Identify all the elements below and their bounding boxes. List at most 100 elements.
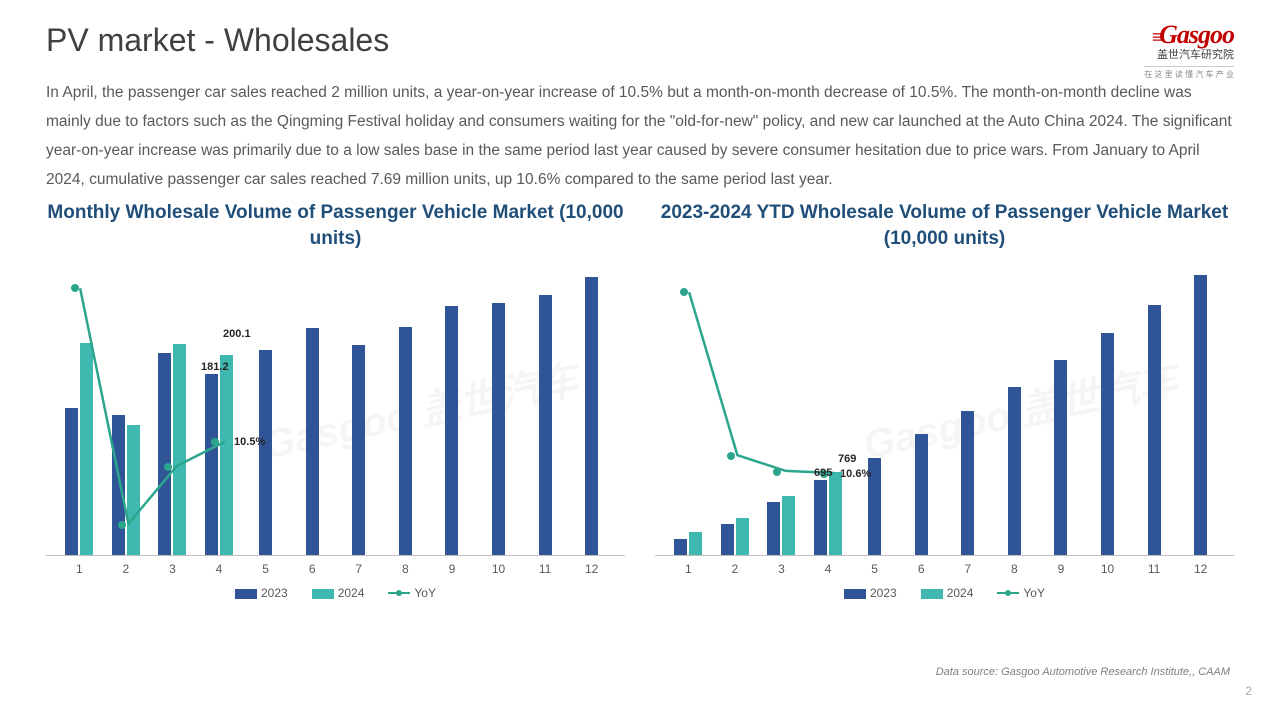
legend-item-2023: 2023 bbox=[235, 586, 288, 600]
chart-monthly: Monthly Wholesale Volume of Passenger Ve… bbox=[46, 200, 625, 600]
bar-2023 bbox=[205, 374, 218, 555]
data-label: 181.2 bbox=[201, 361, 229, 373]
data-label: 769 bbox=[838, 453, 856, 465]
bar-2023 bbox=[674, 539, 687, 555]
category-group bbox=[991, 266, 1038, 555]
data-source-note: Data source: Gasgoo Automotive Research … bbox=[936, 666, 1230, 678]
x-tick-label: 11 bbox=[522, 562, 569, 576]
x-tick-label: 5 bbox=[242, 562, 289, 576]
category-group bbox=[1038, 266, 1085, 555]
x-tick-label: 8 bbox=[991, 562, 1038, 576]
bar-2024 bbox=[127, 425, 140, 555]
category-group bbox=[712, 266, 759, 555]
chart-title: Monthly Wholesale Volume of Passenger Ve… bbox=[46, 200, 625, 252]
category-group bbox=[805, 266, 852, 555]
bar-2024 bbox=[80, 343, 93, 555]
x-tick-label: 9 bbox=[429, 562, 476, 576]
yoy-marker bbox=[118, 521, 126, 529]
category-group bbox=[382, 266, 429, 555]
category-group bbox=[1084, 266, 1131, 555]
x-tick-label: 12 bbox=[568, 562, 615, 576]
category-group bbox=[335, 266, 382, 555]
bar-2023 bbox=[399, 327, 412, 555]
bar-2023 bbox=[585, 277, 598, 555]
bar-2023 bbox=[1148, 305, 1161, 555]
data-label: 10.6% bbox=[840, 468, 871, 480]
bar-2024 bbox=[220, 355, 233, 555]
bar-2024 bbox=[829, 472, 842, 555]
legend-item-2023: 2023 bbox=[844, 586, 897, 600]
x-tick-label: 7 bbox=[335, 562, 382, 576]
x-tick-label: 10 bbox=[475, 562, 522, 576]
legend-item-yoy: YoY bbox=[997, 586, 1045, 600]
chart-title: 2023-2024 YTD Wholesale Volume of Passen… bbox=[655, 200, 1234, 252]
x-tick-label: 9 bbox=[1038, 562, 1085, 576]
x-tick-label: 3 bbox=[758, 562, 805, 576]
brand-logo: ≡Gasgoo 盖世汽车研究院 在 这 里 读 懂 汽 车 产 业 bbox=[1144, 20, 1234, 80]
data-label: 10.5% bbox=[234, 436, 265, 448]
x-tick-label: 7 bbox=[944, 562, 991, 576]
bar-2024 bbox=[782, 496, 795, 555]
data-label: 200.1 bbox=[223, 328, 251, 340]
data-label: 695 bbox=[814, 467, 832, 479]
bar-2023 bbox=[112, 415, 125, 555]
bar-2023 bbox=[492, 303, 505, 555]
x-tick-label: 10 bbox=[1084, 562, 1131, 576]
x-tick-label: 1 bbox=[665, 562, 712, 576]
category-group bbox=[898, 266, 945, 555]
x-tick-label: 2 bbox=[712, 562, 759, 576]
x-tick-label: 1 bbox=[56, 562, 103, 576]
chart-legend: 2023 2024 YoY bbox=[46, 586, 625, 600]
category-group bbox=[103, 266, 150, 555]
bar-2023 bbox=[306, 328, 319, 555]
x-axis: 123456789101112 bbox=[665, 562, 1224, 576]
category-group bbox=[242, 266, 289, 555]
x-tick-label: 3 bbox=[149, 562, 196, 576]
chart-plot-area: 181.2 200.1 10.5% bbox=[46, 266, 625, 556]
bar-2023 bbox=[1008, 387, 1021, 555]
category-group bbox=[522, 266, 569, 555]
bar-2023 bbox=[961, 411, 974, 555]
x-tick-label: 6 bbox=[289, 562, 336, 576]
x-tick-label: 11 bbox=[1131, 562, 1178, 576]
bar-2023 bbox=[158, 353, 171, 555]
x-axis: 123456789101112 bbox=[56, 562, 615, 576]
bar-2023 bbox=[539, 295, 552, 555]
category-group bbox=[1131, 266, 1178, 555]
category-group bbox=[944, 266, 991, 555]
category-group bbox=[851, 266, 898, 555]
x-tick-label: 5 bbox=[851, 562, 898, 576]
x-tick-label: 6 bbox=[898, 562, 945, 576]
page-title: PV market - Wholesales bbox=[46, 22, 389, 59]
category-group bbox=[758, 266, 805, 555]
summary-paragraph: In April, the passenger car sales reache… bbox=[46, 78, 1234, 194]
bar-2023 bbox=[1194, 275, 1207, 555]
category-group bbox=[196, 266, 243, 555]
category-group bbox=[56, 266, 103, 555]
category-group bbox=[475, 266, 522, 555]
bar-2023 bbox=[767, 502, 780, 555]
bar-2023 bbox=[915, 434, 928, 555]
x-tick-label: 8 bbox=[382, 562, 429, 576]
legend-item-yoy: YoY bbox=[388, 586, 436, 600]
bar-2023 bbox=[1101, 333, 1114, 555]
category-group bbox=[149, 266, 196, 555]
category-group bbox=[568, 266, 615, 555]
bar-2024 bbox=[689, 532, 702, 555]
bar-2023 bbox=[721, 524, 734, 555]
bar-2024 bbox=[736, 518, 749, 555]
category-group bbox=[665, 266, 712, 555]
bar-2023 bbox=[259, 350, 272, 555]
chart-plot-area: 695 769 10.6% bbox=[655, 266, 1234, 556]
category-group bbox=[429, 266, 476, 555]
charts-row: Monthly Wholesale Volume of Passenger Ve… bbox=[46, 200, 1234, 600]
chart-ytd: 2023-2024 YTD Wholesale Volume of Passen… bbox=[655, 200, 1234, 600]
bar-2023 bbox=[445, 306, 458, 555]
yoy-marker bbox=[727, 452, 735, 460]
x-tick-label: 2 bbox=[103, 562, 150, 576]
bar-2023 bbox=[352, 345, 365, 555]
x-tick-label: 4 bbox=[196, 562, 243, 576]
bar-2023 bbox=[65, 408, 78, 555]
x-tick-label: 12 bbox=[1177, 562, 1224, 576]
x-tick-label: 4 bbox=[805, 562, 852, 576]
